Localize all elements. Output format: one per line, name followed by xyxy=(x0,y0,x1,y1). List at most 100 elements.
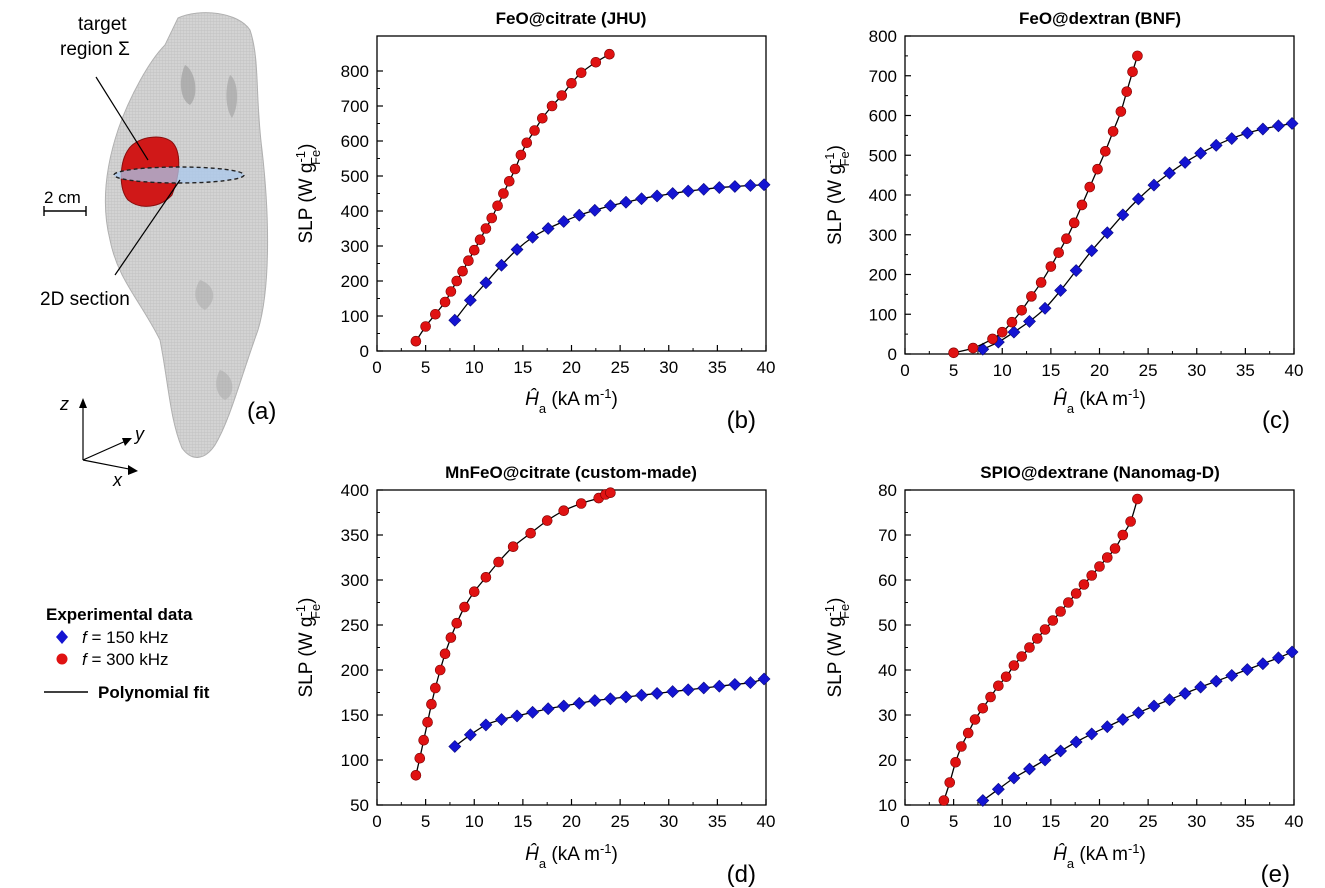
data-point-150khz xyxy=(1116,713,1130,726)
x-axis-label-sup: -1 xyxy=(1128,386,1140,401)
data-point-300khz xyxy=(546,100,558,112)
data-point-150khz xyxy=(650,686,664,700)
data-point-150khz xyxy=(728,677,742,691)
y-tick-label: 500 xyxy=(869,146,897,165)
x-axis-label-units: (kA m xyxy=(546,389,600,410)
legend: Experimental data f = 150 kHz f = 300 kH… xyxy=(44,605,210,702)
y-tick-label: 80 xyxy=(878,481,897,500)
data-point-300khz xyxy=(498,188,509,199)
data-point-150khz xyxy=(757,672,771,686)
data-point-300khz xyxy=(1078,579,1090,590)
data-point-300khz xyxy=(529,125,540,136)
x-axis-label-sup: -1 xyxy=(1128,841,1140,856)
y-tick-label: 800 xyxy=(341,62,369,81)
y-tick-label: 100 xyxy=(341,307,369,326)
triad-y-label: y xyxy=(133,424,145,444)
data-point-300khz xyxy=(1039,624,1051,635)
x-tick-label: 20 xyxy=(1090,812,1109,831)
y-tick-label: 0 xyxy=(888,345,897,364)
data-point-300khz xyxy=(507,541,519,553)
data-point-300khz xyxy=(451,275,463,287)
data-point-300khz xyxy=(985,691,996,703)
panel-a-organ-model: target region Σ 2 cm 2D section z y x (a… xyxy=(40,12,276,490)
x-tick-label: 20 xyxy=(1090,361,1109,380)
y-tick-label: 10 xyxy=(878,796,897,815)
x-tick-label: 5 xyxy=(421,358,430,377)
y-axis-label-close: ) xyxy=(296,143,317,149)
data-point-300khz xyxy=(1035,277,1047,288)
x-tick-label: 40 xyxy=(1285,812,1304,831)
data-point-300khz xyxy=(1068,217,1080,229)
data-point-300khz xyxy=(1084,181,1096,193)
data-point-150khz xyxy=(588,203,602,217)
y-tick-label: 20 xyxy=(878,751,897,770)
y-axis-label-main: SLP (W g xyxy=(296,163,317,244)
data-point-300khz xyxy=(575,67,587,79)
data-point-150khz xyxy=(572,208,586,222)
data-point-150khz xyxy=(448,313,462,327)
legend-series2-text: = 300 kHz xyxy=(87,650,169,669)
data-point-150khz xyxy=(495,258,508,272)
data-point-300khz xyxy=(1109,543,1121,554)
x-tick-label: 25 xyxy=(1139,812,1158,831)
data-point-300khz xyxy=(996,326,1008,338)
x-axis-label-close: ) xyxy=(1140,844,1146,865)
y-tick-label: 0 xyxy=(360,342,369,361)
data-point-150khz xyxy=(1225,132,1239,145)
data-point-300khz xyxy=(566,77,577,89)
x-axis-label: Ĥa (kA m-1) xyxy=(1053,841,1146,871)
data-point-150khz xyxy=(603,199,617,213)
data-point-150khz xyxy=(603,692,617,706)
x-axis-label-sub: a xyxy=(539,401,547,416)
x-tick-label: 35 xyxy=(1236,361,1255,380)
data-point-150khz xyxy=(1178,155,1192,169)
data-point-150khz xyxy=(1131,192,1145,206)
legend-diamond-marker xyxy=(56,630,68,644)
data-point-150khz xyxy=(1131,706,1145,720)
data-point-300khz xyxy=(1061,233,1072,245)
triad-z-label: z xyxy=(59,394,69,414)
data-point-300khz xyxy=(521,137,533,149)
data-point-300khz xyxy=(1045,261,1057,272)
data-point-300khz xyxy=(1092,163,1103,175)
data-point-150khz xyxy=(463,293,477,307)
data-point-300khz xyxy=(1132,493,1143,505)
x-tick-label: 0 xyxy=(900,361,909,380)
section-label: 2D section xyxy=(40,289,130,310)
data-point-300khz xyxy=(987,333,998,345)
data-point-300khz xyxy=(480,571,492,583)
data-point-300khz xyxy=(439,296,451,308)
x-axis-label-sup: -1 xyxy=(600,841,612,856)
plot-frame xyxy=(376,489,767,806)
fit-curve-300khz xyxy=(943,498,1139,801)
x-tick-label: 40 xyxy=(1285,361,1304,380)
chart-title: FeO@dextran (BNF) xyxy=(1019,9,1181,28)
chart-panel-b: FeO@citrate (JHU)0 5 10 15 20 25 30 35 400100200… xyxy=(293,9,776,434)
data-point-150khz xyxy=(1038,753,1052,767)
chart-title: SPIO@dextrane (Nanomag-D) xyxy=(980,463,1220,482)
organ-shadow-3 xyxy=(195,280,214,310)
data-point-300khz xyxy=(493,556,504,568)
x-tick-label: 10 xyxy=(993,812,1012,831)
y-axis-label-sub: Fe xyxy=(308,604,323,619)
data-point-300khz xyxy=(509,163,521,175)
data-point-150khz xyxy=(479,276,493,290)
target-label-line1: target xyxy=(78,14,127,35)
data-point-150khz xyxy=(541,222,555,235)
data-point-150khz xyxy=(1147,699,1161,713)
y-tick-label: 200 xyxy=(341,272,369,291)
y-axis-label-sup: -1 xyxy=(293,605,308,617)
x-axis-label-symbol: Ĥ xyxy=(1053,388,1067,410)
y-axis-label-close: ) xyxy=(825,145,846,151)
data-point-300khz xyxy=(1070,588,1082,599)
data-point-300khz xyxy=(1094,561,1105,572)
data-point-300khz xyxy=(558,505,570,517)
y-axis-label: SLP (W g-1Fe) xyxy=(822,145,852,245)
x-tick-label: 0 xyxy=(372,358,381,377)
data-point-300khz xyxy=(1115,106,1127,117)
data-point-300khz xyxy=(1024,642,1035,653)
data-point-300khz xyxy=(944,777,956,788)
data-point-150khz xyxy=(510,709,524,723)
data-point-300khz xyxy=(1016,304,1028,316)
